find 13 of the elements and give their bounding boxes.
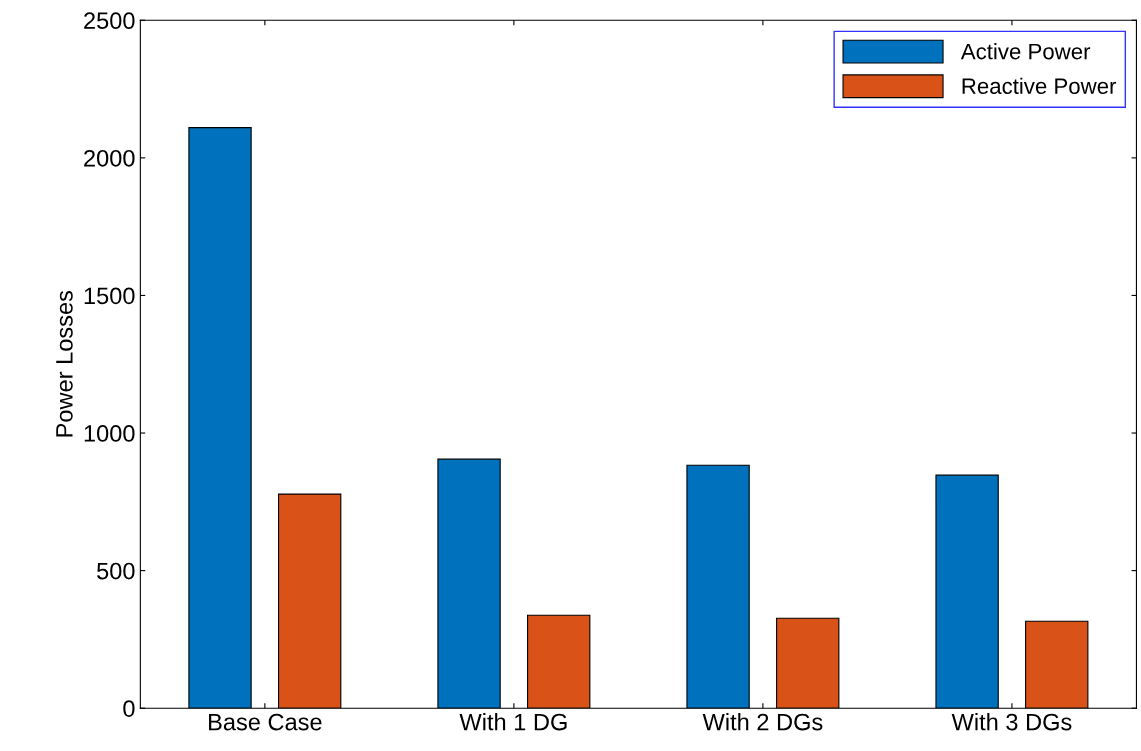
legend-label: Active Power: [960, 43, 1091, 60]
x-tick-label: With 2 DGs: [702, 713, 823, 731]
y-tick-label: 2500: [84, 12, 135, 30]
y-tick-label: 0: [123, 700, 135, 717]
y-axis-title: Power Losses: [56, 290, 73, 437]
y-tick-label: 2000: [84, 149, 135, 167]
x-tick-label: With 3 DGs: [951, 713, 1072, 731]
x-tick-label: With 1 DG: [459, 713, 567, 731]
y-tick-label: 500: [97, 562, 135, 580]
x-tick-label: Base Case: [209, 713, 322, 731]
y-tick-label: 1000: [84, 425, 135, 442]
y-tick-label: 1500: [84, 287, 135, 305]
legend-label: Reactive Power: [962, 77, 1117, 94]
